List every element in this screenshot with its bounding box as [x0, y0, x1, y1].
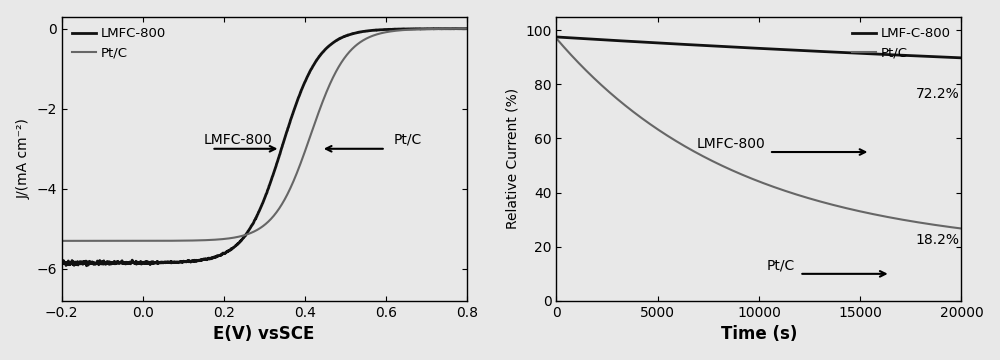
- Text: Pt/C: Pt/C: [394, 133, 422, 147]
- X-axis label: E(V) vsSCE: E(V) vsSCE: [213, 325, 315, 343]
- LMF-C-800: [869, 52, 881, 56]
- LMF-C-800: [737, 45, 749, 50]
- Text: Pt/C: Pt/C: [767, 258, 795, 273]
- Pt/C: [944, 225, 956, 229]
- Pt/C: [550, 36, 562, 40]
- Line: LMFC-800: LMFC-800: [62, 29, 467, 266]
- Pt/C: [268, 213, 280, 217]
- LMF-C-800: [944, 55, 956, 59]
- Legend: LMF-C-800, Pt/C: LMF-C-800, Pt/C: [848, 23, 955, 64]
- Pt/C: [192, 238, 204, 243]
- Legend: LMFC-800, Pt/C: LMFC-800, Pt/C: [68, 23, 170, 64]
- LMFC-800: [277, 141, 289, 145]
- Text: 18.2%: 18.2%: [915, 233, 959, 247]
- LMFC-800: [232, 242, 244, 246]
- Text: LMFC-800: LMFC-800: [203, 133, 272, 147]
- Pt/C: [571, 59, 583, 63]
- Y-axis label: J/(mA cm⁻²): J/(mA cm⁻²): [17, 118, 31, 199]
- Pt/C: [955, 226, 967, 231]
- LMFC-800: [461, 27, 473, 31]
- Pt/C: [869, 212, 881, 217]
- Line: Pt/C: Pt/C: [62, 29, 467, 241]
- Pt/C: [124, 239, 136, 243]
- LMFC-800: [269, 167, 281, 171]
- LMF-C-800: [550, 35, 562, 39]
- Pt/C: [56, 239, 68, 243]
- LMF-C-800: [571, 36, 583, 40]
- LMFC-800: [56, 260, 68, 264]
- Pt/C: [461, 27, 473, 31]
- Text: 72.2%: 72.2%: [916, 87, 959, 100]
- LMFC-800: [110, 261, 122, 266]
- Line: LMF-C-800: LMF-C-800: [556, 37, 961, 58]
- Pt/C: [944, 225, 956, 229]
- Pt/C: [737, 173, 749, 177]
- Text: LMFC-800: LMFC-800: [696, 137, 765, 151]
- Y-axis label: Relative Current (%): Relative Current (%): [506, 88, 520, 229]
- LMFC-800: [449, 27, 461, 31]
- LMFC-800: [124, 260, 136, 264]
- Pt/C: [109, 239, 121, 243]
- Pt/C: [277, 201, 289, 205]
- X-axis label: Time (s): Time (s): [721, 325, 797, 343]
- LMFC-800: [192, 258, 204, 262]
- LMF-C-800: [747, 46, 759, 50]
- LMF-C-800: [944, 55, 956, 59]
- LMFC-800: [81, 264, 93, 268]
- Pt/C: [747, 177, 759, 181]
- Pt/C: [231, 235, 243, 239]
- Line: Pt/C: Pt/C: [556, 38, 961, 229]
- LMF-C-800: [955, 56, 967, 60]
